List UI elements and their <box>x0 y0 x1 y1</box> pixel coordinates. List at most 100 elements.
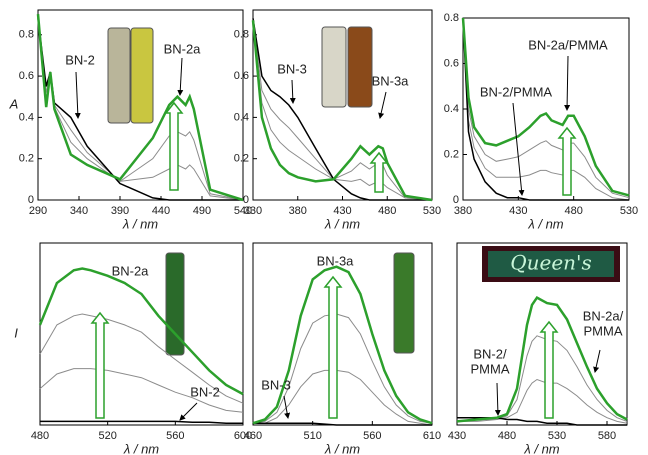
annotation-arrow <box>494 382 501 416</box>
y-tick-label: 0.8 <box>19 29 34 41</box>
spectrum-line <box>461 17 630 197</box>
y-tick-label: 0.4 <box>444 103 459 115</box>
y-tick-label: 0 <box>243 194 249 206</box>
annotation-arrow <box>283 395 291 419</box>
spectrum-line <box>36 13 244 202</box>
plot-frame <box>37 9 244 201</box>
annotation: PMMA <box>471 361 510 376</box>
x-tick-label: 440 <box>152 205 170 217</box>
annotation: BN-2/ <box>473 346 507 361</box>
annotation-arrow <box>378 91 387 119</box>
y-axis-label: A <box>9 96 19 111</box>
annotation: BN-2a <box>112 263 150 278</box>
plot-frame <box>456 242 628 426</box>
spectrum-line <box>252 18 433 201</box>
annotation-arrow <box>564 55 571 111</box>
y-tick-label: 0.4 <box>234 111 249 123</box>
plot-frame <box>39 242 244 426</box>
annotation: BN-3a <box>372 73 410 88</box>
increase-arrow <box>323 275 343 419</box>
x-axis-label: λ / nm <box>324 441 360 455</box>
spectrum-line <box>252 313 433 424</box>
increase-arrow <box>164 101 184 191</box>
annotation: BN-2 <box>190 384 220 399</box>
annotation: PMMA <box>584 323 623 338</box>
spectrum-line <box>251 20 433 202</box>
spectrum-line <box>252 20 433 201</box>
y-tick-label: 0.2 <box>19 153 34 165</box>
inset-photo <box>321 26 347 108</box>
x-tick-label: 610 <box>423 430 441 442</box>
annotation: BN-3 <box>277 61 307 76</box>
annotation: BN-3 <box>261 377 291 392</box>
x-tick-label: 430 <box>333 205 351 217</box>
x-tick-label: 340 <box>70 205 88 217</box>
x-tick-label: 480 <box>378 205 396 217</box>
x-axis-label: λ / nm <box>523 441 559 455</box>
y-tick-label: 0.6 <box>444 57 459 69</box>
spectrum-line <box>457 378 628 424</box>
y-tick-label: 0.8 <box>444 12 459 24</box>
x-tick-label: 460 <box>244 430 262 442</box>
annotation-arrow <box>179 402 198 421</box>
x-tick-label: 530 <box>548 430 566 442</box>
annotation: BN-3a <box>317 253 355 268</box>
increase-arrow <box>539 320 559 419</box>
annotation-arrow <box>512 102 525 196</box>
annotation-arrow <box>289 79 296 104</box>
annotation-arrow <box>74 71 81 119</box>
x-tick-label: 490 <box>193 205 211 217</box>
x-tick-label: 480 <box>498 430 516 442</box>
y-axis-label: I <box>14 325 18 340</box>
x-tick-label: 560 <box>363 430 381 442</box>
spectrum-line <box>456 295 628 423</box>
x-axis-label: λ / nm <box>123 441 159 455</box>
spectrum-line <box>40 420 243 424</box>
spectrum-line <box>252 265 433 425</box>
increase-arrow <box>557 126 577 196</box>
increase-arrow <box>369 151 389 193</box>
spectrum-line <box>38 267 244 396</box>
spectrum-line <box>253 369 433 426</box>
x-tick-label: 520 <box>98 430 116 442</box>
inset-photo <box>488 251 614 277</box>
spectrum-line <box>39 313 244 404</box>
x-tick-label: 480 <box>31 430 49 442</box>
x-tick-label: 290 <box>29 205 47 217</box>
x-tick-label: 390 <box>111 205 129 217</box>
x-axis-label: λ / nm <box>324 216 360 231</box>
spectrum-line <box>457 416 627 426</box>
x-tick-label: 510 <box>303 430 321 442</box>
spectrum-line <box>253 422 432 426</box>
x-tick-label: 430 <box>509 205 527 217</box>
x-axis-label: λ / nm <box>122 216 158 231</box>
spectrum-line <box>252 18 432 201</box>
x-tick-label: 580 <box>598 430 616 442</box>
spectrum-line <box>462 17 629 201</box>
x-tick-label: 380 <box>454 205 472 217</box>
y-tick-label: 0.4 <box>19 111 34 123</box>
inset-photo <box>130 27 154 124</box>
annotation: BN-2 <box>65 52 95 67</box>
y-tick-label: 0.8 <box>234 29 249 41</box>
inset-photo <box>347 26 373 108</box>
annotation-arrow <box>177 57 184 96</box>
x-tick-label: 540 <box>234 205 252 217</box>
inset-text: Queen's <box>510 251 592 275</box>
x-tick-label: 430 <box>448 430 466 442</box>
spectrum-line <box>462 17 630 201</box>
y-tick-label: 0 <box>453 194 459 206</box>
annotation: BN-2a/ <box>583 308 624 323</box>
x-axis-label: λ / nm <box>527 216 563 231</box>
increase-arrow <box>90 311 110 419</box>
annotation: BN-2a/PMMA <box>528 37 608 52</box>
x-tick-label: 530 <box>423 205 441 217</box>
inset-photo <box>393 252 415 354</box>
x-tick-label: 330 <box>244 205 262 217</box>
y-tick-label: 0.6 <box>234 70 249 82</box>
x-tick-label: 480 <box>564 205 582 217</box>
x-tick-label: 600 <box>234 430 252 442</box>
x-tick-label: 530 <box>620 205 638 217</box>
spectrum-line <box>462 17 630 199</box>
